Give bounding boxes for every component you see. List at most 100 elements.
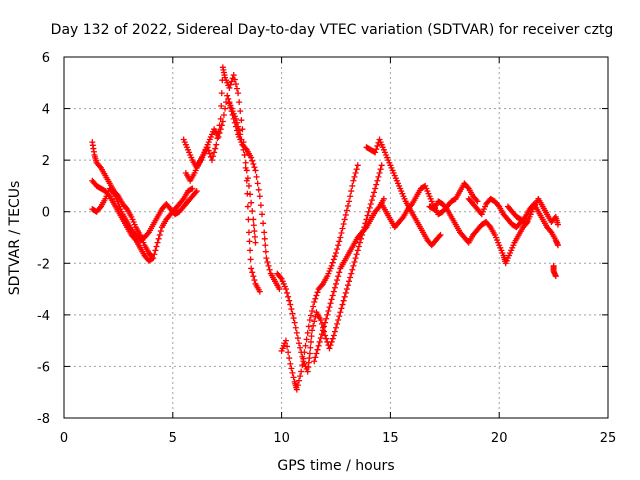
data-points [89,64,561,393]
data-point [193,188,200,195]
data-point [313,350,320,357]
data-point [249,208,256,215]
data-point [318,331,325,338]
satellite-track-6 [226,100,283,293]
data-point [335,317,342,324]
data-point [242,164,249,171]
data-point [312,354,319,361]
data-point [287,301,294,308]
data-point [244,203,251,210]
data-point [189,185,196,192]
data-point [336,238,343,245]
data-point [265,262,272,269]
data-point [293,386,300,393]
data-point [314,346,321,353]
data-point [309,307,316,314]
data-point [337,234,344,241]
data-point [554,221,561,228]
data-point [250,273,257,280]
data-point [367,200,374,207]
data-point [324,311,331,318]
data-point [216,122,223,129]
data-point [123,204,130,211]
data-point [375,204,382,211]
data-point [316,338,323,345]
data-point [264,258,271,265]
data-point [303,336,310,343]
data-point [208,157,215,164]
data-point [261,235,268,242]
data-point [375,173,382,180]
data-point [346,278,353,285]
data-point [294,382,301,389]
data-point [213,141,220,148]
data-point [150,255,157,262]
data-point [282,337,289,344]
data-point [204,144,211,151]
y-tick-label: 6 [42,51,50,66]
data-point [334,277,341,284]
data-point [248,199,255,206]
data-point [365,208,372,215]
x-axis-label: GPS time / hours [277,458,394,474]
data-point [322,332,329,339]
data-point [246,238,253,245]
data-point [342,211,349,218]
data-point [339,225,346,232]
data-point [226,100,233,107]
data-point [299,362,306,369]
satellite-track-14 [504,195,561,228]
data-point [251,164,258,171]
data-point [306,317,313,324]
data-point [364,212,371,219]
data-point [231,76,238,83]
data-point [327,342,334,349]
data-point [330,256,337,263]
data-point [144,230,151,237]
data-point [307,312,314,319]
plot-frame [63,56,609,419]
data-point [179,197,186,204]
data-point [289,369,296,376]
data-point [333,280,339,287]
data-point [552,273,559,280]
x-tick-label: 25 [600,431,617,446]
data-point [328,296,335,303]
data-point [212,145,219,152]
data-point [344,202,351,209]
data-point [342,289,349,296]
data-point [256,288,263,295]
data-point [305,323,312,330]
data-point [276,286,283,293]
data-point [227,81,234,88]
data-point [335,242,342,249]
data-point [262,248,269,255]
gridlines [64,57,608,418]
data-point [338,229,345,236]
data-point [336,269,343,276]
data-point [227,104,234,111]
data-point [355,243,362,250]
data-point [306,350,313,357]
data-point [302,342,309,349]
data-point [249,269,256,276]
data-point [311,318,318,325]
data-point [321,323,328,330]
y-tick-label: -6 [37,360,50,375]
data-point [437,231,444,238]
data-point [399,215,406,222]
data-point [288,306,295,313]
x-tick-label: 20 [491,431,508,446]
data-point [346,198,353,205]
data-point [486,222,493,229]
data-point [314,289,321,296]
y-axis-ticks: -8 -6 -4 -2 0 2 4 6 [37,51,608,427]
data-point [287,360,294,367]
data-point [288,365,295,372]
data-point [376,170,383,177]
data-point [243,177,250,184]
data-point [216,130,223,137]
data-point [293,329,300,336]
data-point [331,284,338,291]
data-point [464,184,471,191]
